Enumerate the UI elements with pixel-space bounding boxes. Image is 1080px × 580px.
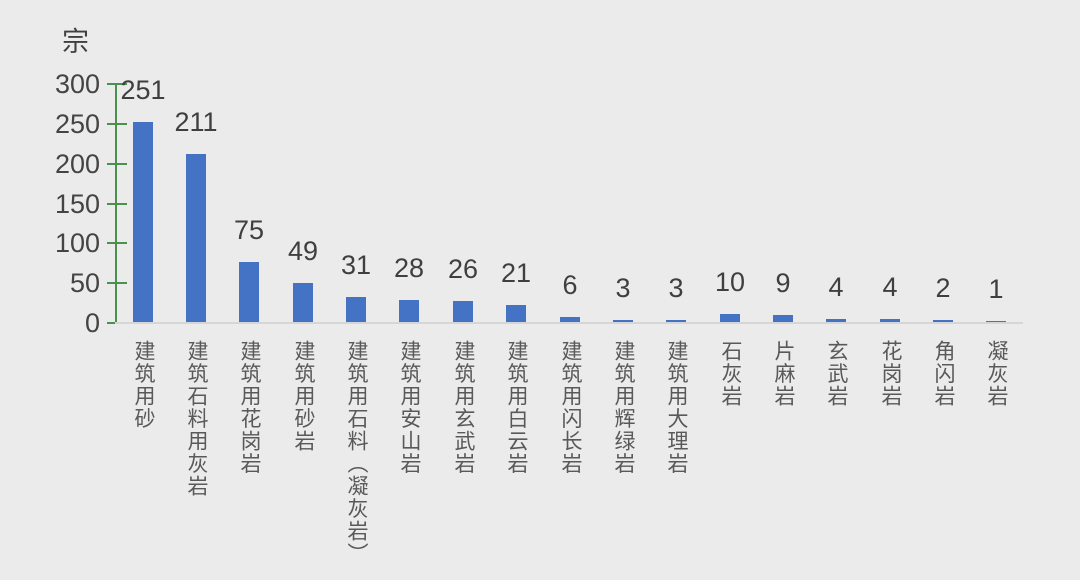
category-label: 建筑用砂: [132, 340, 155, 430]
category-label: 建筑用砂岩: [292, 340, 315, 453]
category-label: 花岗岩: [879, 340, 902, 408]
bar: [346, 297, 366, 322]
y-axis-tick-label: 100: [54, 228, 100, 258]
bar: [720, 314, 740, 322]
bar-value-label: 1: [988, 274, 1004, 304]
y-axis-tick-label: 250: [54, 109, 100, 139]
bar: [666, 320, 686, 322]
y-axis-tick-label: 150: [54, 189, 100, 219]
y-axis-tick: [107, 242, 127, 244]
y-axis-tick: [107, 83, 127, 85]
category-label: 玄武岩: [825, 340, 848, 408]
category-label: 建筑用大理岩: [665, 340, 688, 475]
bar: [186, 154, 206, 322]
bar: [399, 300, 419, 322]
bar-value-label: 31: [340, 250, 372, 280]
bar: [506, 305, 526, 322]
bar: [933, 320, 953, 322]
y-axis-tick-label: 50: [69, 268, 100, 298]
y-axis-tick-label: 300: [54, 69, 100, 99]
category-label: 建筑石料用灰岩: [185, 340, 208, 498]
bar-value-label: 4: [882, 272, 898, 302]
y-axis-unit-label: 宗: [62, 27, 89, 57]
category-label: 建筑用白云岩: [505, 340, 528, 475]
bar-value-label: 9: [775, 268, 791, 298]
y-axis-tick: [107, 282, 127, 284]
bar-value-label: 2: [935, 273, 951, 303]
bar-value-label: 75: [233, 215, 265, 245]
bar-value-label: 251: [120, 75, 166, 105]
category-label: 建筑用玄武岩: [452, 340, 475, 475]
category-label: 石灰岩: [719, 340, 742, 408]
bar-value-label: 49: [287, 236, 319, 266]
bar: [560, 317, 580, 322]
bar-value-label: 3: [615, 273, 631, 303]
category-label: 建筑用闪长岩: [559, 340, 582, 475]
bar-value-label: 211: [174, 107, 218, 137]
bar: [826, 319, 846, 322]
bar: [453, 301, 473, 322]
y-axis-tick: [107, 123, 127, 125]
bar-value-label: 4: [828, 272, 844, 302]
y-axis-tick-label: 200: [54, 149, 100, 179]
category-label: 片麻岩: [772, 340, 795, 408]
y-axis-tick-label: 0: [84, 308, 100, 338]
bar: [133, 122, 153, 322]
bar-value-label: 3: [668, 273, 684, 303]
bar: [239, 262, 259, 322]
bar: [293, 283, 313, 322]
bar: [986, 321, 1006, 322]
bar-value-label: 21: [500, 258, 532, 288]
category-label: 建筑用安山岩: [398, 340, 421, 475]
category-label: 建筑用花岗岩: [238, 340, 261, 475]
category-label: 凝灰岩: [985, 340, 1008, 408]
bar-value-label: 6: [562, 270, 578, 300]
bar-value-label: 28: [393, 253, 425, 283]
y-axis-tick: [107, 163, 127, 165]
bar: [773, 315, 793, 322]
bar-value-label: 26: [447, 254, 479, 284]
bar: [880, 319, 900, 322]
y-axis-tick: [107, 203, 127, 205]
bar-value-label: 10: [714, 267, 746, 297]
category-label: 建筑用辉绿岩: [612, 340, 635, 475]
x-axis-line: [115, 322, 1023, 324]
category-label: 建筑用石料（凝灰岩）: [345, 340, 368, 565]
category-label: 角闪岩: [932, 340, 955, 408]
bar: [613, 320, 633, 322]
